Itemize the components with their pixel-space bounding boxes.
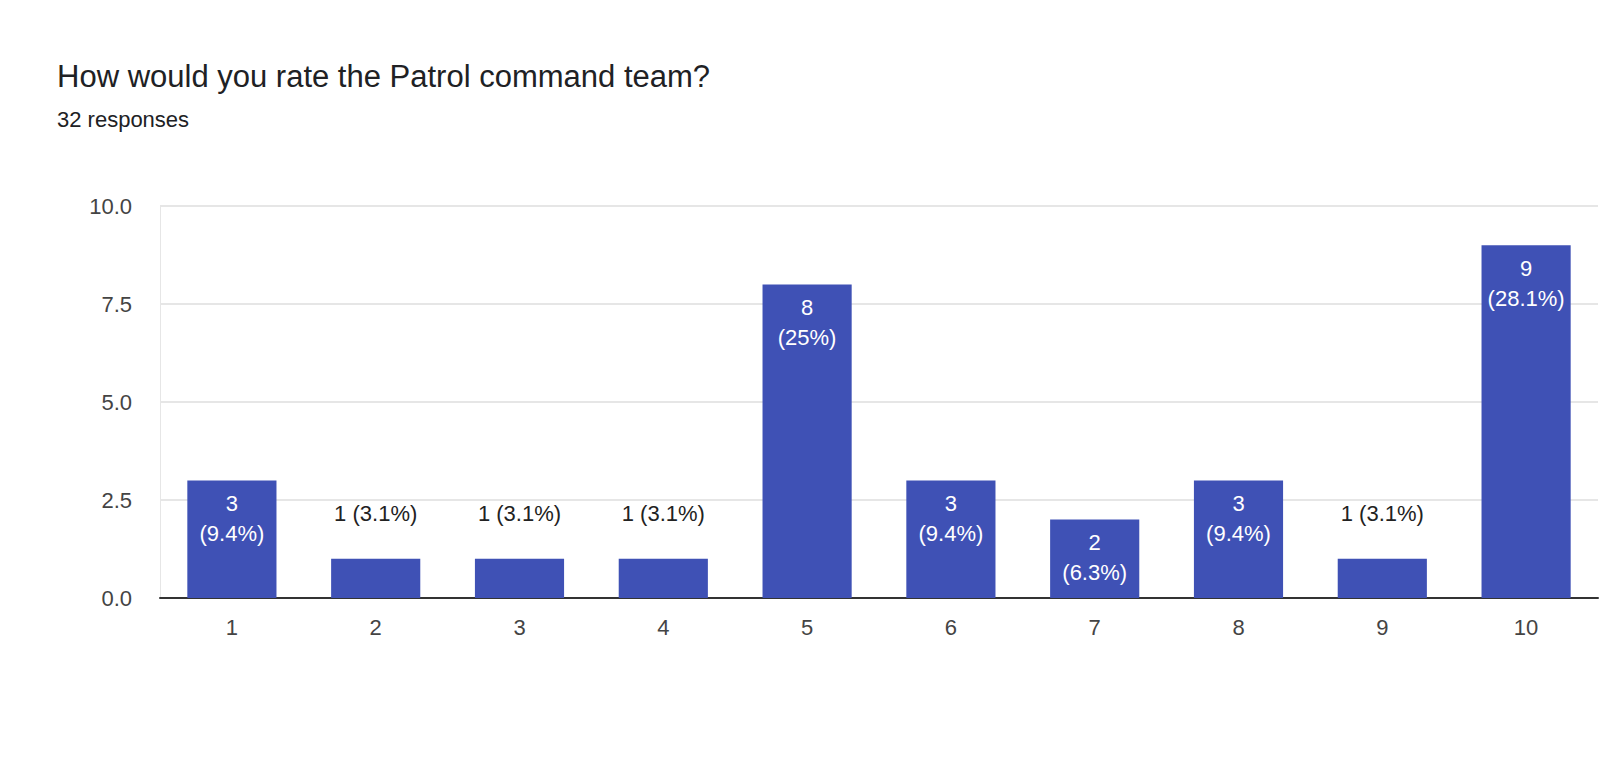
- svg-text:10.0: 10.0: [89, 194, 132, 219]
- svg-text:8: 8: [1232, 615, 1244, 640]
- svg-text:9: 9: [1520, 256, 1532, 281]
- svg-text:1 (3.1%): 1 (3.1%): [334, 501, 417, 526]
- svg-text:(9.4%): (9.4%): [200, 521, 265, 546]
- svg-text:1 (3.1%): 1 (3.1%): [1341, 501, 1424, 526]
- svg-text:3: 3: [945, 491, 957, 516]
- svg-text:(9.4%): (9.4%): [1206, 521, 1271, 546]
- svg-text:3: 3: [226, 491, 238, 516]
- svg-text:1 (3.1%): 1 (3.1%): [478, 501, 561, 526]
- svg-text:6: 6: [945, 615, 957, 640]
- svg-text:3: 3: [1232, 491, 1244, 516]
- svg-text:7: 7: [1089, 615, 1101, 640]
- svg-text:2: 2: [1089, 530, 1101, 555]
- svg-text:How would you rate the Patrol: How would you rate the Patrol command te…: [57, 59, 710, 94]
- svg-text:0.0: 0.0: [101, 586, 132, 611]
- svg-text:5.0: 5.0: [101, 390, 132, 415]
- svg-text:(6.3%): (6.3%): [1062, 560, 1127, 585]
- svg-text:5: 5: [801, 615, 813, 640]
- svg-text:4: 4: [657, 615, 669, 640]
- svg-text:8: 8: [801, 295, 813, 320]
- svg-text:2.5: 2.5: [101, 488, 132, 513]
- svg-text:32 responses: 32 responses: [57, 107, 189, 132]
- svg-text:10: 10: [1514, 615, 1538, 640]
- svg-text:9: 9: [1376, 615, 1388, 640]
- svg-text:1: 1: [226, 615, 238, 640]
- svg-text:(9.4%): (9.4%): [919, 521, 984, 546]
- svg-text:7.5: 7.5: [101, 292, 132, 317]
- svg-text:(28.1%): (28.1%): [1488, 286, 1565, 311]
- svg-text:(25%): (25%): [778, 325, 837, 350]
- svg-text:3: 3: [513, 615, 525, 640]
- svg-text:1 (3.1%): 1 (3.1%): [622, 501, 705, 526]
- svg-text:2: 2: [370, 615, 382, 640]
